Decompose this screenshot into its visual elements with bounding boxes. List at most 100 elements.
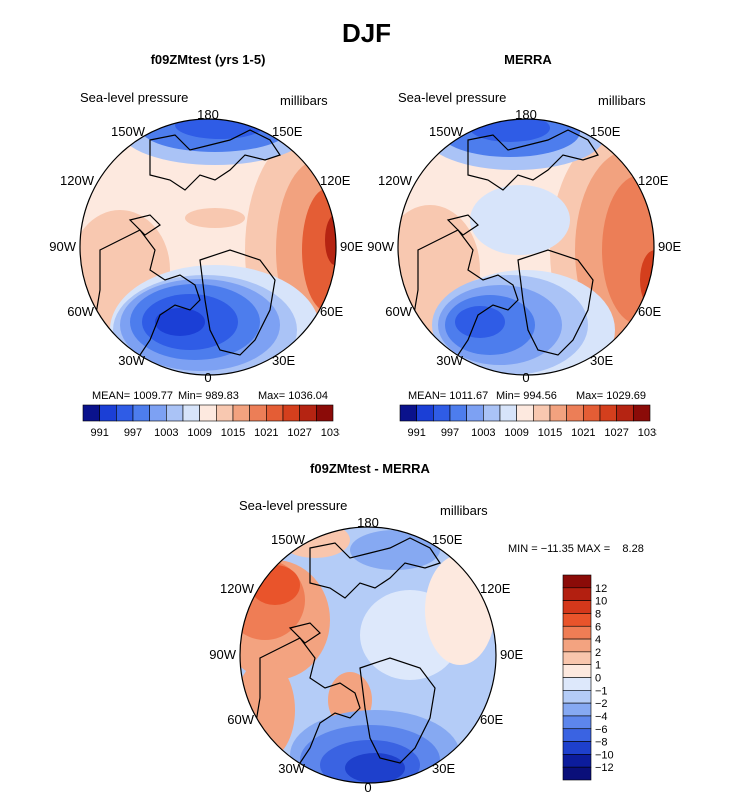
panel2-field (398, 119, 654, 375)
panel3-lon-labels: 180 150E 120E 90E 60E 30E 0 30W 60W 90W … (209, 515, 523, 795)
colorbar-label: 1033 (321, 427, 340, 439)
colorbar-label: −6 (595, 724, 608, 736)
colorbar-swatch (562, 638, 592, 653)
colorbar-swatch (562, 574, 592, 589)
lon-label: 60W (227, 712, 254, 727)
lon-label: 90E (500, 647, 523, 662)
lon-label: 150E (432, 532, 463, 547)
lon-label: 60E (480, 712, 503, 727)
colorbar-label: 991 (90, 427, 108, 439)
colorbar-label: 1003 (154, 427, 178, 439)
lon-label: 180 (357, 515, 379, 530)
colorbar-label: 2 (595, 647, 601, 659)
colorbar-swatch (299, 404, 317, 422)
lon-label: 120W (378, 173, 413, 188)
colorbar-swatch (562, 587, 592, 601)
colorbar-swatch (562, 715, 592, 730)
colorbar-swatch (266, 404, 284, 422)
colorbar-swatch (562, 741, 592, 755)
colorbar-label: −8 (595, 737, 608, 749)
lon-label: 120E (638, 173, 669, 188)
lon-label: 90W (209, 647, 236, 662)
panel3-field-label: Sea-level pressure (239, 498, 348, 513)
colorbar-swatch (132, 404, 150, 422)
colorbar-swatch (466, 404, 484, 422)
colorbar-swatch (249, 404, 267, 422)
colorbar-label: 1009 (187, 427, 211, 439)
colorbar-label: 4 (595, 634, 601, 646)
colorbar-swatch (562, 613, 592, 627)
lon-label: 120E (320, 173, 351, 188)
lon-label: 90E (340, 239, 363, 254)
colorbar-label: 6 (595, 621, 601, 633)
panel3-map-border (239, 526, 497, 784)
colorbar-label: 1003 (471, 427, 495, 439)
lon-label: 60W (385, 304, 412, 319)
panel3-title: f09ZMtest - MERRA (310, 461, 430, 476)
colorbar-swatch (216, 404, 234, 422)
colorbar-swatch (633, 404, 651, 422)
lon-label: 0 (522, 370, 529, 385)
colorbar-label: 1033 (638, 427, 657, 439)
colorbar-label: 1027 (287, 427, 311, 439)
lon-label: 120W (220, 581, 255, 596)
panel2-mean: MEAN= 1011.67 (408, 390, 489, 402)
colorbar-swatch (562, 702, 592, 717)
colorbar-swatch (566, 404, 584, 422)
colorbar-swatch (182, 404, 200, 422)
lon-label: 30W (118, 353, 145, 368)
colorbar-swatch (562, 625, 592, 640)
lon-label: 0 (364, 780, 371, 795)
lon-label: 30E (590, 353, 613, 368)
lon-label: 180 (515, 107, 537, 122)
colorbar-swatch (583, 404, 601, 422)
colorbar-label: 997 (124, 427, 142, 439)
colorbar-swatch (562, 664, 592, 678)
lon-label: 150E (590, 124, 621, 139)
panel2-map: 180 150E 120E 90E 60E 30E 0 30W 60W 90W … (367, 107, 681, 385)
panel1-lon-labels: 180 150E 120E 90E 60E 30E 0 30W 60W 90W … (49, 107, 363, 385)
lon-label: 150W (429, 124, 464, 139)
panel3-field (240, 527, 496, 783)
panel1-field-label: Sea-level pressure (80, 90, 189, 105)
colorbar-label: 1009 (504, 427, 528, 439)
colorbar-label: 991 (407, 427, 425, 439)
lon-label: 30E (432, 761, 455, 776)
colorbar-swatch (549, 404, 567, 422)
colorbar-label: −10 (595, 749, 614, 761)
panel1-colorbar: 991 997 1003 1009 1015 1021 1027 1033 (82, 404, 340, 439)
colorbar-label: 1015 (538, 427, 562, 439)
colorbar-swatch (562, 766, 592, 781)
panel1-map-border (79, 118, 337, 376)
colorbar-label: 1021 (571, 427, 595, 439)
colorbar-swatch (616, 404, 634, 422)
lon-label: 120W (60, 173, 95, 188)
colorbar-swatch (116, 404, 134, 422)
lon-label: 0 (204, 370, 211, 385)
colorbar-swatch (562, 651, 592, 665)
panel3-map: 180 150E 120E 90E 60E 30E 0 30W 60W 90W … (209, 515, 523, 795)
colorbar-label: 1027 (604, 427, 628, 439)
colorbar-label: −1 (595, 685, 608, 697)
colorbar-label: −4 (595, 711, 608, 723)
colorbar-label: −12 (595, 762, 614, 774)
colorbar-label: −2 (595, 698, 608, 710)
lon-label: 60E (320, 304, 343, 319)
panel1-title: f09ZMtest (yrs 1-5) (150, 52, 266, 67)
colorbar-swatch (562, 690, 592, 704)
lon-label: 180 (197, 107, 219, 122)
lon-label: 120E (480, 581, 511, 596)
colorbar-swatch (562, 728, 592, 742)
colorbar-label: 12 (595, 583, 607, 595)
colorbar-swatch (433, 404, 451, 422)
colorbar-label: 0 (595, 673, 601, 685)
lon-label: 30E (272, 353, 295, 368)
colorbar-label: 1 (595, 660, 601, 672)
colorbar-label: 997 (441, 427, 459, 439)
colorbar-swatch (399, 404, 417, 422)
panel2-field-label: Sea-level pressure (398, 90, 507, 105)
colorbar-swatch (533, 404, 551, 422)
panel3-min-max: MIN = −11.35 MAX = 8.28 (508, 543, 644, 555)
colorbar-label: 10 (595, 596, 607, 608)
